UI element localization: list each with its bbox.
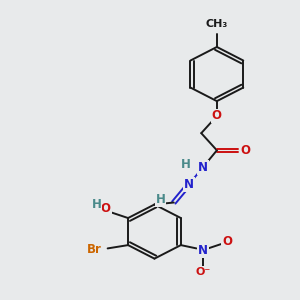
Text: N: N — [198, 244, 208, 256]
Text: H: H — [181, 158, 191, 171]
Text: H: H — [92, 198, 101, 211]
Text: O: O — [212, 110, 222, 122]
Text: H: H — [156, 194, 166, 206]
Text: O: O — [101, 202, 111, 214]
Text: CH₃: CH₃ — [206, 19, 228, 29]
Text: O: O — [241, 144, 251, 157]
Text: O: O — [222, 235, 232, 248]
Text: N: N — [198, 161, 208, 174]
Text: N: N — [184, 178, 194, 191]
Text: O⁻: O⁻ — [196, 266, 211, 277]
Text: Br: Br — [87, 243, 102, 256]
